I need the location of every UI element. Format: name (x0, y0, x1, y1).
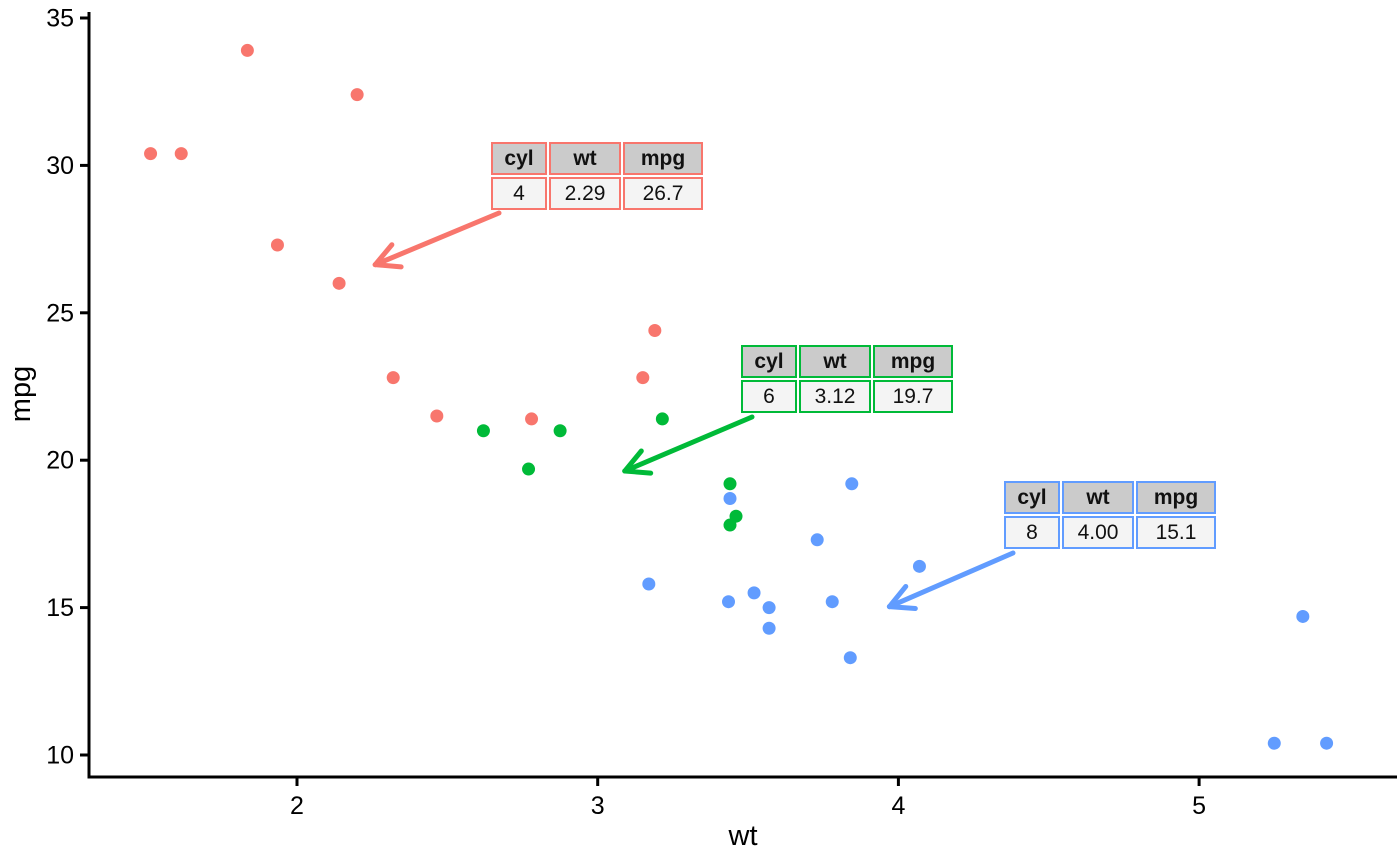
y-axis-title: mpg (5, 366, 37, 422)
x-tick-label: 2 (290, 792, 304, 820)
y-tick-label: 35 (46, 5, 74, 33)
data-point (762, 621, 776, 635)
data-point (332, 276, 346, 290)
annotation-arrow-group-cyl-4 (372, 210, 502, 270)
annotation-value-row: 6 3.12 19.7 (741, 380, 953, 413)
data-point (762, 601, 776, 615)
arrow-head-barb (372, 242, 395, 268)
data-point (723, 492, 737, 506)
header-cell-mpg: mpg (873, 345, 953, 378)
header-cell-cyl: cyl (1004, 481, 1060, 514)
data-point (525, 412, 539, 426)
data-point (174, 147, 188, 161)
data-point (723, 477, 737, 491)
y-tick-label: 30 (46, 152, 74, 180)
y-tick-label: 10 (46, 742, 74, 770)
data-point (636, 371, 650, 385)
arrow-shaft (622, 414, 755, 474)
x-tick-label: 5 (1192, 792, 1206, 820)
header-cell-cyl: cyl (491, 142, 547, 175)
annotation-header-row: cyl wt mpg (491, 142, 703, 175)
annotation-header-row: cyl wt mpg (741, 345, 953, 378)
y-tick-label: 15 (46, 594, 74, 622)
data-point (1267, 736, 1281, 750)
data-point (723, 518, 737, 532)
annotation-value-row: 8 4.00 15.1 (1004, 516, 1216, 549)
data-point (747, 586, 761, 600)
data-point (350, 88, 364, 102)
data-point (553, 424, 567, 438)
annotation-arrow-group-cyl-8 (886, 550, 1016, 611)
annotation-arrow-group-cyl-6 (622, 414, 755, 476)
header-cell-wt: wt (1062, 481, 1134, 514)
value-cell-mpg: 19.7 (873, 380, 953, 413)
data-point (144, 147, 158, 161)
annotation-table-cyl-4: cyl wt mpg 4 2.29 26.7 (489, 140, 705, 212)
arrow-head-barb (372, 262, 404, 270)
data-point (430, 409, 444, 423)
header-cell-mpg: mpg (623, 142, 703, 175)
value-cell-cyl: 6 (741, 380, 797, 413)
data-point (1296, 609, 1310, 623)
header-cell-cyl: cyl (741, 345, 797, 378)
data-point (810, 533, 824, 547)
arrow-head-barb (886, 583, 909, 610)
value-cell-cyl: 8 (1004, 516, 1060, 549)
series-cyl-4 (144, 43, 662, 426)
value-cell-wt: 3.12 (799, 380, 871, 413)
value-cell-wt: 4.00 (1062, 516, 1134, 549)
x-axis-title: wt (728, 820, 758, 852)
data-point (1320, 736, 1334, 750)
header-cell-wt: wt (549, 142, 621, 175)
arrow-head-barb (622, 468, 654, 476)
arrow-head-barb (622, 448, 644, 474)
annotation-table-cyl-8: cyl wt mpg 8 4.00 15.1 (1002, 479, 1218, 551)
annotation-value-row: 4 2.29 26.7 (491, 177, 703, 210)
data-point (912, 559, 926, 573)
arrow-head-barb (886, 604, 918, 611)
data-point (843, 651, 857, 665)
data-point (648, 323, 662, 337)
series-cyl-6 (476, 412, 743, 532)
data-point (722, 595, 736, 609)
arrow-shaft (886, 550, 1016, 610)
data-point (476, 424, 490, 438)
value-cell-mpg: 15.1 (1136, 516, 1216, 549)
data-point (825, 595, 839, 609)
y-tick-label: 25 (46, 299, 74, 327)
annotation-table-cyl-6: cyl wt mpg 6 3.12 19.7 (739, 343, 955, 415)
header-cell-wt: wt (799, 345, 871, 378)
value-cell-wt: 2.29 (549, 177, 621, 210)
data-point (845, 477, 859, 491)
header-cell-mpg: mpg (1136, 481, 1216, 514)
data-point (386, 371, 400, 385)
data-point (655, 412, 669, 426)
x-tick-label: 4 (891, 792, 905, 820)
value-cell-cyl: 4 (491, 177, 547, 210)
data-point (522, 462, 536, 476)
value-cell-mpg: 26.7 (623, 177, 703, 210)
y-tick-label: 20 (46, 447, 74, 475)
data-point (270, 238, 284, 252)
annotation-header-row: cyl wt mpg (1004, 481, 1216, 514)
data-point (240, 43, 254, 57)
data-point (642, 577, 656, 591)
arrow-shaft (372, 210, 502, 268)
x-tick-label: 3 (591, 792, 605, 820)
series-cyl-8 (642, 477, 1334, 750)
